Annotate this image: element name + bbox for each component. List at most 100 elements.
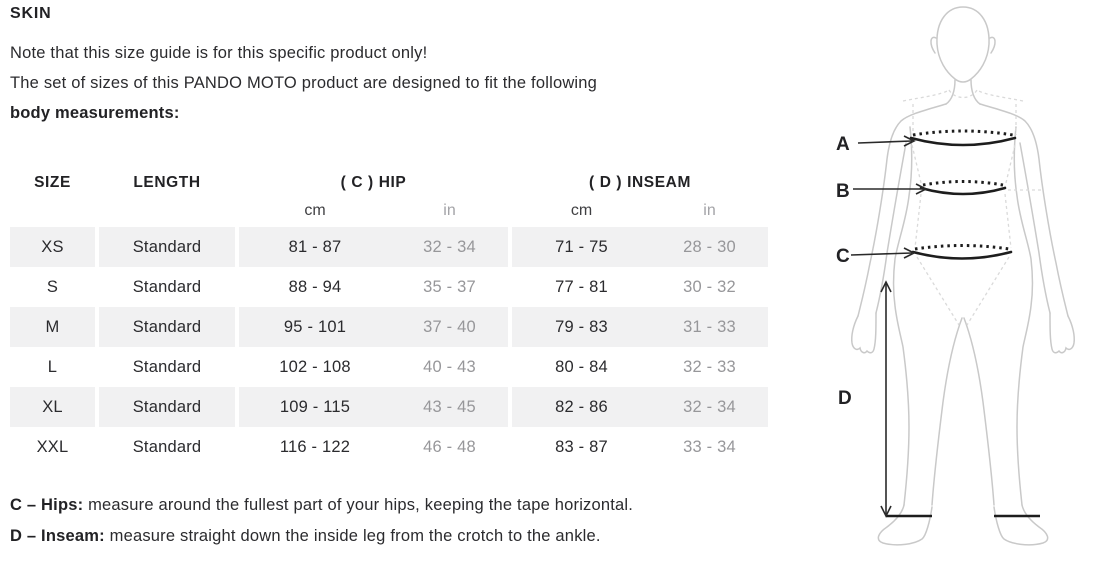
figure-torso-leg-right (1013, 126, 1034, 506)
label-c: C (836, 246, 850, 267)
length-cell: Standard (132, 358, 202, 376)
table-units-row: cm in cm in (10, 198, 768, 227)
figure-hand-left (851, 312, 877, 354)
inseam-in-cell: 31 - 33 (651, 307, 768, 347)
length-cell: Standard (132, 438, 202, 456)
length-cell: Standard (99, 387, 235, 427)
hip-cm-cell: 109 - 115 (239, 387, 391, 427)
hip-in-cell: 37 - 40 (391, 307, 508, 347)
body-measurement-diagram: A B C D (825, 0, 1095, 563)
arrow-c-head (903, 247, 916, 259)
unit-hip-cm: cm (304, 202, 326, 219)
note-hips: C – Hips: measure around the fullest par… (10, 490, 805, 521)
size-cell: XL (10, 387, 95, 427)
label-d: D (838, 388, 852, 409)
unit-inseam-in: in (703, 202, 716, 219)
note-hips-text: measure around the fullest part of your … (88, 496, 634, 514)
arrow-d-head-top (880, 280, 892, 293)
hip-cm-cell: 102 - 108 (279, 358, 351, 376)
intro-text: Note that this size guide is for this sp… (10, 38, 805, 128)
col-header-length: LENGTH (133, 174, 201, 191)
note-hips-label: C – Hips: (10, 496, 84, 514)
size-cell: M (10, 307, 95, 347)
inseam-in-cell: 32 - 34 (651, 387, 768, 427)
figure-guide-lines (902, 89, 1042, 326)
guide-waist-left (911, 144, 923, 188)
label-b: B (836, 181, 850, 202)
hip-in-cell: 32 - 34 (391, 227, 508, 267)
hip-cm-cell: 95 - 101 (239, 307, 391, 347)
hip-cm-cell: 116 - 122 (279, 438, 351, 456)
label-a: A (836, 134, 850, 155)
hip-in-cell: 40 - 43 (423, 358, 476, 376)
arrow-c (850, 252, 913, 256)
arrow-d-head-bottom (880, 505, 892, 518)
inseam-cm-cell: 83 - 87 (555, 438, 608, 456)
figure-arm-left-inner (875, 142, 907, 314)
measurement-labels: A B C D (836, 134, 852, 409)
size-cell: S (46, 278, 59, 296)
size-cell: XS (10, 227, 95, 267)
figure-leg-left-inner (931, 317, 963, 506)
waist-band-dotted (922, 180, 1004, 187)
table-row-m: M Standard 95 - 101 37 - 40 79 - 83 31 -… (10, 307, 768, 347)
inseam-in-cell: 32 - 33 (683, 358, 736, 376)
figure-ear-left (930, 36, 937, 54)
hip-band-dotted (914, 244, 1010, 251)
figure-arm-right-inner (1019, 142, 1051, 314)
table-row-l: L Standard 102 - 108 40 - 43 80 - 84 32 … (10, 347, 768, 387)
note-inseam-text: measure straight down the inside leg fro… (109, 527, 601, 545)
guide-hip-left (914, 193, 922, 249)
figure-foot-left (877, 504, 933, 546)
inseam-in-cell: 30 - 32 (683, 278, 736, 296)
col-header-size: SIZE (34, 174, 71, 191)
length-cell: Standard (99, 227, 235, 267)
table-row-xs: XS Standard 81 - 87 32 - 34 71 - 75 28 -… (10, 227, 768, 267)
table-row-xxl: XXL Standard 116 - 122 46 - 48 83 - 87 3… (10, 427, 768, 467)
note-inseam-label: D – Inseam: (10, 527, 105, 545)
body-figure-svg: A B C D (836, 6, 1075, 546)
units-spacer (10, 198, 95, 227)
figure-leg-right-inner (963, 317, 995, 506)
hip-in-cell: 43 - 45 (391, 387, 508, 427)
guide-hip-right (1004, 193, 1012, 249)
note-inseam: D – Inseam: measure straight down the in… (10, 521, 805, 552)
unit-hip-in: in (443, 202, 456, 219)
guide-shoulder-right (976, 89, 1024, 102)
size-cell: L (47, 358, 58, 376)
figure-neck-left (945, 79, 956, 105)
hip-in-cell: 46 - 48 (423, 438, 476, 456)
inseam-cm-cell: 82 - 86 (512, 387, 651, 427)
inseam-cm-cell: 79 - 83 (512, 307, 651, 347)
table-row-s: S Standard 88 - 94 35 - 37 77 - 81 30 - … (10, 267, 768, 307)
table-row-xl: XL Standard 109 - 115 43 - 45 82 - 86 32… (10, 387, 768, 427)
size-cell: XXL (36, 438, 69, 456)
inseam-cm-cell: 71 - 75 (512, 227, 651, 267)
figure-arm-left-outer (857, 103, 947, 317)
guide-shoulder-left (902, 89, 950, 102)
chest-band-dotted (912, 129, 1014, 137)
figure-hand-right (1049, 312, 1075, 354)
length-cell: Standard (99, 307, 235, 347)
intro-line-2: body measurements: (10, 104, 180, 122)
length-cell: Standard (132, 278, 202, 296)
hip-in-cell: 35 - 37 (423, 278, 476, 296)
intro-line-1: The set of sizes of this PANDO MOTO prod… (10, 74, 598, 92)
figure-outline (851, 6, 1075, 546)
col-header-hip: ( C ) HIP (340, 174, 407, 191)
measurement-bands (886, 129, 1040, 518)
inseam-cm-cell: 77 - 81 (555, 278, 608, 296)
col-header-inseam: ( D ) INSEAM (589, 174, 691, 191)
chest-band-solid (909, 136, 1017, 147)
table-header-row: SIZE LENGTH ( C ) HIP ( D ) INSEAM (10, 168, 768, 198)
unit-inseam-cm: cm (570, 202, 593, 219)
guide-crotch-right (966, 256, 1010, 326)
hip-cm-cell: 88 - 94 (288, 278, 342, 296)
guide-crotch-left (916, 256, 960, 326)
guide-waist-right (1004, 144, 1016, 188)
arrow-b-head (915, 183, 928, 195)
intro-note-line: Note that this size guide is for this sp… (10, 44, 428, 62)
arrow-a-head (903, 135, 916, 147)
guide-neckline (948, 89, 978, 99)
